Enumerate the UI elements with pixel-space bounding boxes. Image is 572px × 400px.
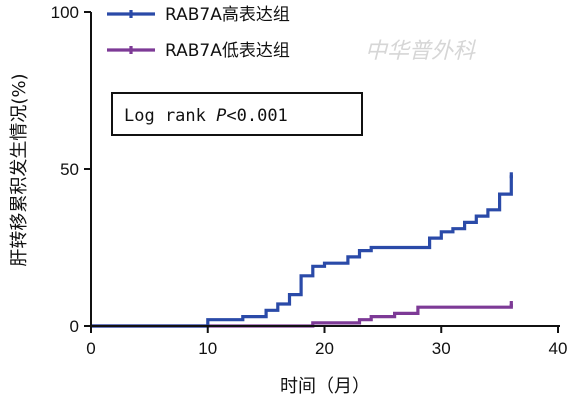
legend: RAB7A高表达组 RAB7A低表达组 — [107, 5, 290, 61]
x-tick-label: 0 — [86, 339, 95, 358]
x-tick-label: 10 — [198, 339, 217, 358]
annotation-box — [111, 92, 363, 136]
annotation-p: P — [216, 106, 226, 126]
x-tick-label: 20 — [315, 339, 334, 358]
x-tick-label: 40 — [549, 339, 568, 358]
x-ticks: 0 10 20 30 40 — [86, 326, 567, 358]
legend-label: RAB7A低表达组 — [165, 41, 290, 61]
annotation-text: Log rank P<0.001 — [124, 106, 288, 126]
log-rank-annotation: Log rank P<0.001 — [111, 92, 363, 136]
y-ticks: 0 50 100 — [51, 3, 91, 336]
annotation-suffix: <0.001 — [226, 106, 287, 126]
series-layer — [91, 172, 513, 328]
series-line-high — [91, 175, 513, 328]
annotation-prefix: Log rank — [124, 106, 216, 126]
y-tick-label: 100 — [51, 3, 79, 22]
y-axis-title: 肝转移累积发生情况(%) — [9, 73, 30, 266]
x-tick-label: 30 — [432, 339, 451, 358]
series-line-low — [91, 304, 513, 328]
x-axis-title: 时间（月） — [280, 376, 370, 397]
legend-label: RAB7A高表达组 — [165, 5, 290, 25]
watermark-text: 中华普外科 — [365, 39, 477, 64]
y-tick-label: 50 — [60, 160, 79, 179]
y-tick-label: 0 — [70, 317, 79, 336]
